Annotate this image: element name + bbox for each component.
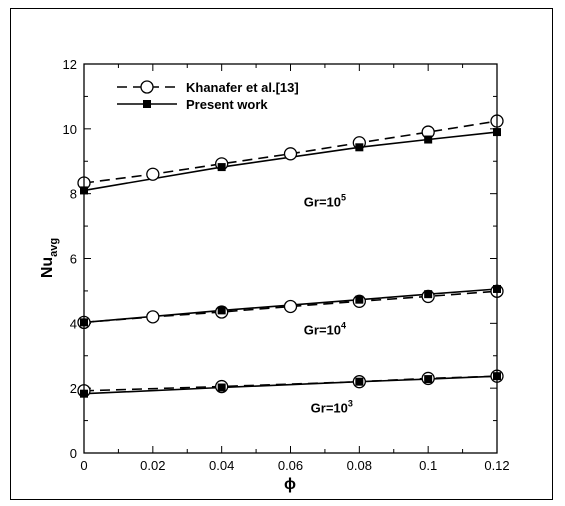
- present-work-data-point: [424, 135, 433, 144]
- x-tick-label: 0.02: [140, 458, 165, 473]
- y-tick-label: 4: [70, 316, 77, 331]
- grashof-annotation: Gr=103: [311, 398, 353, 415]
- x-axis-label: ϕ: [284, 476, 296, 493]
- y-tick-label: 8: [70, 187, 77, 202]
- present-work-data-point: [355, 377, 364, 386]
- present-work-data-point: [355, 143, 364, 152]
- grashof-annotation: Gr=105: [304, 193, 346, 210]
- present-work-data-point: [217, 306, 226, 315]
- x-tick-label: 0: [80, 458, 87, 473]
- y-tick-label: 0: [70, 446, 77, 461]
- x-tick-label: 0.08: [347, 458, 372, 473]
- present-work-data-point: [424, 290, 433, 299]
- x-tick-label: 0.12: [484, 458, 509, 473]
- legend-marker-present: [143, 100, 151, 108]
- present-work-data-point: [424, 375, 433, 384]
- series-layer: [77, 114, 504, 398]
- x-tick-label: 0.06: [278, 458, 303, 473]
- x-tick-label: 0.04: [209, 458, 234, 473]
- x-tick-label: 0.1: [419, 458, 437, 473]
- figure-frame: [10, 8, 553, 500]
- khanafer-data-point: [283, 299, 298, 314]
- legend-marker-khanafer: [140, 80, 154, 94]
- y-tick-label: 12: [63, 57, 77, 72]
- legend: Khanafer et al.[13] Present work: [117, 80, 299, 112]
- present-work-series-line: [83, 131, 498, 192]
- y-tick-label: 2: [70, 381, 77, 396]
- y-tick-labels: 0 2 4 6 8 10 12: [63, 57, 77, 461]
- present-work-data-point: [217, 163, 226, 172]
- y-tick-label: 10: [63, 122, 77, 137]
- y-axis-label: Nuavg: [39, 238, 60, 278]
- annotations: Gr=105 Gr=104 Gr=103: [304, 193, 353, 416]
- present-work-series-line: [83, 375, 498, 395]
- present-work-data-point: [217, 383, 226, 392]
- legend-label-khanafer: Khanafer et al.[13]: [186, 80, 299, 95]
- khanafer-data-point: [146, 167, 160, 181]
- plot-area-border: [83, 63, 498, 454]
- tick-marks: [83, 63, 498, 454]
- khanafer-data-point: [146, 310, 160, 324]
- y-tick-label: 6: [70, 252, 77, 267]
- khanafer-data-point: [283, 147, 298, 161]
- legend-label-present: Present work: [186, 97, 268, 112]
- grashof-annotation: Gr=104: [304, 321, 346, 338]
- present-work-data-point: [355, 295, 364, 304]
- x-tick-labels: 0 0.02 0.04 0.06 0.08 0.1 0.12: [80, 458, 509, 473]
